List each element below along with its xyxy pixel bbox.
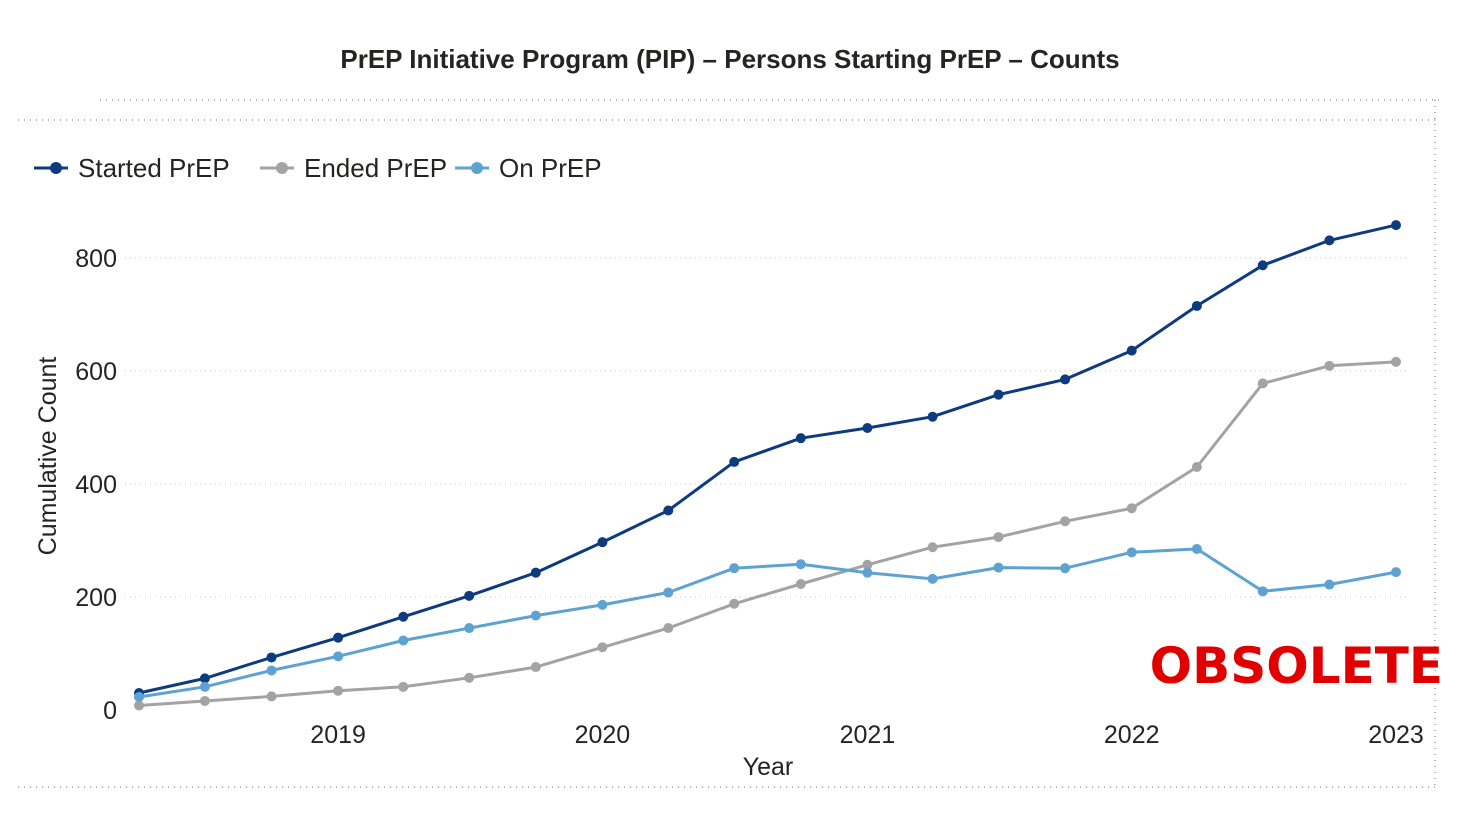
data-point[interactable] xyxy=(333,651,344,662)
legend-marker xyxy=(276,162,288,174)
data-point[interactable] xyxy=(530,662,541,673)
data-point[interactable] xyxy=(1060,516,1071,527)
data-point[interactable] xyxy=(199,673,210,684)
data-point[interactable] xyxy=(134,700,144,711)
data-point[interactable] xyxy=(1324,360,1335,371)
data-point[interactable] xyxy=(729,598,740,609)
data-point[interactable] xyxy=(795,559,806,570)
data-point[interactable] xyxy=(398,611,409,622)
x-tick-label: 2019 xyxy=(310,721,366,749)
data-point[interactable] xyxy=(795,433,806,444)
data-point[interactable] xyxy=(1191,462,1202,472)
y-tick-label: 400 xyxy=(75,471,117,499)
legend[interactable]: Started PrEP Ended PrEP On PrEP xyxy=(34,153,602,183)
y-tick-label: 0 xyxy=(103,697,117,725)
data-point[interactable] xyxy=(464,672,475,683)
legend-item[interactable]: Started PrEP xyxy=(34,153,230,183)
data-point[interactable] xyxy=(1324,235,1335,246)
data-point[interactable] xyxy=(663,587,674,598)
data-point[interactable] xyxy=(266,652,277,663)
data-point[interactable] xyxy=(333,685,344,696)
data-point[interactable] xyxy=(927,542,938,553)
data-point[interactable] xyxy=(597,599,608,610)
legend-item[interactable]: On PrEP xyxy=(455,153,602,183)
data-point[interactable] xyxy=(1126,503,1137,514)
data-point[interactable] xyxy=(597,642,608,653)
data-point[interactable] xyxy=(597,537,608,548)
data-point[interactable] xyxy=(266,691,277,702)
data-point[interactable] xyxy=(927,573,938,584)
data-point[interactable] xyxy=(266,665,277,676)
data-point[interactable] xyxy=(1257,378,1268,389)
data-point[interactable] xyxy=(1391,567,1401,578)
series-line xyxy=(138,547,1397,699)
data-point[interactable] xyxy=(729,456,740,467)
data-point[interactable] xyxy=(1191,543,1202,554)
series-line xyxy=(138,360,1397,707)
x-axis-ticks: 2019 2020 2021 2022 2023 xyxy=(310,721,1424,749)
data-point[interactable] xyxy=(199,695,210,706)
x-tick-label: 2020 xyxy=(575,721,631,749)
series-started-prep xyxy=(134,220,1401,699)
data-point[interactable] xyxy=(398,635,409,646)
data-point[interactable] xyxy=(862,559,873,570)
data-point[interactable] xyxy=(1060,374,1071,385)
legend-item[interactable]: Ended PrEP xyxy=(260,153,447,183)
data-point[interactable] xyxy=(729,563,740,574)
data-point[interactable] xyxy=(134,692,144,703)
x-tick-label: 2022 xyxy=(1104,721,1160,749)
data-point[interactable] xyxy=(862,423,873,434)
chart-frame xyxy=(18,99,1440,788)
x-tick-label: 2021 xyxy=(840,721,896,749)
data-point[interactable] xyxy=(464,623,475,634)
data-point[interactable] xyxy=(1257,260,1268,271)
data-point[interactable] xyxy=(1060,563,1071,574)
x-axis-title: Year xyxy=(743,753,794,781)
legend-label: Ended PrEP xyxy=(304,153,447,183)
data-point[interactable] xyxy=(1324,579,1335,590)
data-point[interactable] xyxy=(927,411,938,422)
plot-series xyxy=(134,220,1401,711)
data-point[interactable] xyxy=(993,562,1004,573)
y-axis-title: Cumulative Count xyxy=(34,357,62,556)
data-point[interactable] xyxy=(398,681,409,692)
data-point[interactable] xyxy=(795,578,806,589)
data-point[interactable] xyxy=(464,590,475,601)
legend-label: On PrEP xyxy=(499,153,602,183)
gridlines xyxy=(125,257,1410,598)
series-line xyxy=(138,223,1397,695)
legend-marker xyxy=(50,162,62,174)
x-tick-label: 2023 xyxy=(1368,721,1424,749)
y-tick-label: 200 xyxy=(75,584,117,612)
series-on-prep xyxy=(134,543,1401,703)
data-point[interactable] xyxy=(1191,300,1202,311)
data-point[interactable] xyxy=(862,567,873,578)
data-point[interactable] xyxy=(1391,356,1401,367)
data-point[interactable] xyxy=(1126,547,1137,558)
data-point[interactable] xyxy=(199,681,210,692)
chart-title: PrEP Initiative Program (PIP) – Persons … xyxy=(340,44,1119,74)
data-point[interactable] xyxy=(663,623,674,634)
data-point[interactable] xyxy=(1126,345,1137,356)
data-point[interactable] xyxy=(530,610,541,621)
data-point[interactable] xyxy=(1391,220,1401,231)
data-point[interactable] xyxy=(993,532,1004,543)
obsolete-watermark: OBSOLETE xyxy=(1150,637,1443,695)
data-point[interactable] xyxy=(1257,586,1268,597)
legend-label: Started PrEP xyxy=(78,153,230,183)
y-axis-ticks: 0 200 400 600 800 xyxy=(75,245,117,725)
data-point[interactable] xyxy=(530,567,541,578)
y-tick-label: 600 xyxy=(75,358,117,386)
legend-marker xyxy=(471,162,483,174)
data-point[interactable] xyxy=(333,632,344,643)
series-ended-prep xyxy=(134,356,1401,711)
y-tick-label: 800 xyxy=(75,245,117,273)
data-point[interactable] xyxy=(663,505,674,516)
data-point[interactable] xyxy=(993,389,1004,400)
